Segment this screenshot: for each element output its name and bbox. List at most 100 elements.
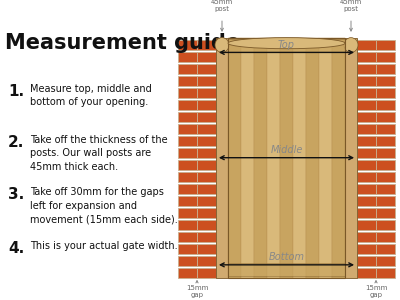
Bar xyxy=(197,244,216,254)
Bar xyxy=(178,136,197,146)
Text: 4.: 4. xyxy=(8,241,24,256)
Bar xyxy=(332,38,345,278)
Bar xyxy=(197,76,216,86)
Bar xyxy=(345,38,357,278)
Text: 1.: 1. xyxy=(8,84,24,99)
Bar xyxy=(376,148,395,158)
Bar xyxy=(357,232,376,242)
Bar xyxy=(197,232,216,242)
Text: This is your actual gate width.: This is your actual gate width. xyxy=(30,241,178,251)
Text: Measurement guide: Measurement guide xyxy=(5,33,240,53)
Bar xyxy=(376,64,395,74)
Bar xyxy=(357,220,376,230)
Bar xyxy=(280,38,293,278)
Text: Middle: Middle xyxy=(270,145,303,155)
Bar xyxy=(376,136,395,146)
Bar xyxy=(197,208,216,218)
Bar xyxy=(178,160,197,170)
Bar xyxy=(178,232,197,242)
Bar xyxy=(178,64,197,74)
Ellipse shape xyxy=(228,38,345,49)
Bar xyxy=(376,112,395,122)
Bar xyxy=(228,263,345,276)
Bar xyxy=(357,148,376,158)
Bar xyxy=(357,40,376,50)
Text: Bottom: Bottom xyxy=(268,252,304,262)
Bar xyxy=(197,268,216,278)
Text: 15mm
gap: 15mm gap xyxy=(186,285,208,298)
Bar xyxy=(228,38,345,278)
Text: 15mm
gap: 15mm gap xyxy=(365,285,387,298)
Bar xyxy=(178,208,197,218)
Bar xyxy=(376,268,395,278)
Bar xyxy=(376,256,395,266)
Bar xyxy=(197,100,216,110)
Bar xyxy=(357,208,376,218)
Text: Take off 30mm for the gaps
left for expansion and
movement (15mm each side).: Take off 30mm for the gaps left for expa… xyxy=(30,187,178,224)
Bar xyxy=(178,76,197,86)
Bar xyxy=(376,40,395,50)
Text: Take off the thickness of the
posts. Our wall posts are
45mm thick each.: Take off the thickness of the posts. Our… xyxy=(30,135,168,172)
Bar xyxy=(357,196,376,206)
Bar xyxy=(376,208,395,218)
Bar xyxy=(178,100,197,110)
Bar xyxy=(197,88,216,98)
Bar xyxy=(197,184,216,194)
Bar xyxy=(376,100,395,110)
Bar xyxy=(178,244,197,254)
Bar xyxy=(178,268,197,278)
Bar xyxy=(357,124,376,134)
Bar xyxy=(241,38,254,278)
Bar xyxy=(178,172,197,182)
Text: 45mm
post: 45mm post xyxy=(340,0,362,12)
Bar xyxy=(376,88,395,98)
Bar xyxy=(178,184,197,194)
Bar xyxy=(357,112,376,122)
Bar xyxy=(357,76,376,86)
Bar xyxy=(357,244,376,254)
Text: 2.: 2. xyxy=(8,135,24,150)
Bar xyxy=(357,136,376,146)
Bar xyxy=(376,196,395,206)
Bar xyxy=(197,172,216,182)
Bar xyxy=(178,256,197,266)
Text: Top: Top xyxy=(278,40,295,50)
Bar xyxy=(376,232,395,242)
Bar xyxy=(228,40,345,52)
Bar xyxy=(197,148,216,158)
Bar xyxy=(376,52,395,62)
Text: Measure top, middle and
bottom of your opening.: Measure top, middle and bottom of your o… xyxy=(30,84,152,107)
Bar xyxy=(197,136,216,146)
Bar xyxy=(376,244,395,254)
Bar xyxy=(178,220,197,230)
Bar xyxy=(228,38,345,278)
Bar xyxy=(178,40,197,50)
Bar xyxy=(267,38,280,278)
Bar xyxy=(357,184,376,194)
Bar xyxy=(357,160,376,170)
Bar xyxy=(376,160,395,170)
Bar xyxy=(357,268,376,278)
Bar xyxy=(376,124,395,134)
Bar xyxy=(357,64,376,74)
Bar xyxy=(178,196,197,206)
Bar xyxy=(357,88,376,98)
Ellipse shape xyxy=(344,38,358,52)
Text: 3.: 3. xyxy=(8,187,24,202)
Bar xyxy=(197,220,216,230)
Bar xyxy=(197,40,216,50)
Bar xyxy=(376,172,395,182)
Bar xyxy=(357,172,376,182)
Bar xyxy=(197,64,216,74)
Bar xyxy=(228,38,241,278)
Text: 45mm
post: 45mm post xyxy=(211,0,233,12)
Bar xyxy=(178,124,197,134)
Bar xyxy=(197,52,216,62)
Bar xyxy=(306,38,319,278)
Bar xyxy=(178,112,197,122)
Bar xyxy=(197,124,216,134)
Bar xyxy=(293,38,306,278)
Bar xyxy=(357,100,376,110)
Bar xyxy=(178,88,197,98)
Bar xyxy=(376,220,395,230)
